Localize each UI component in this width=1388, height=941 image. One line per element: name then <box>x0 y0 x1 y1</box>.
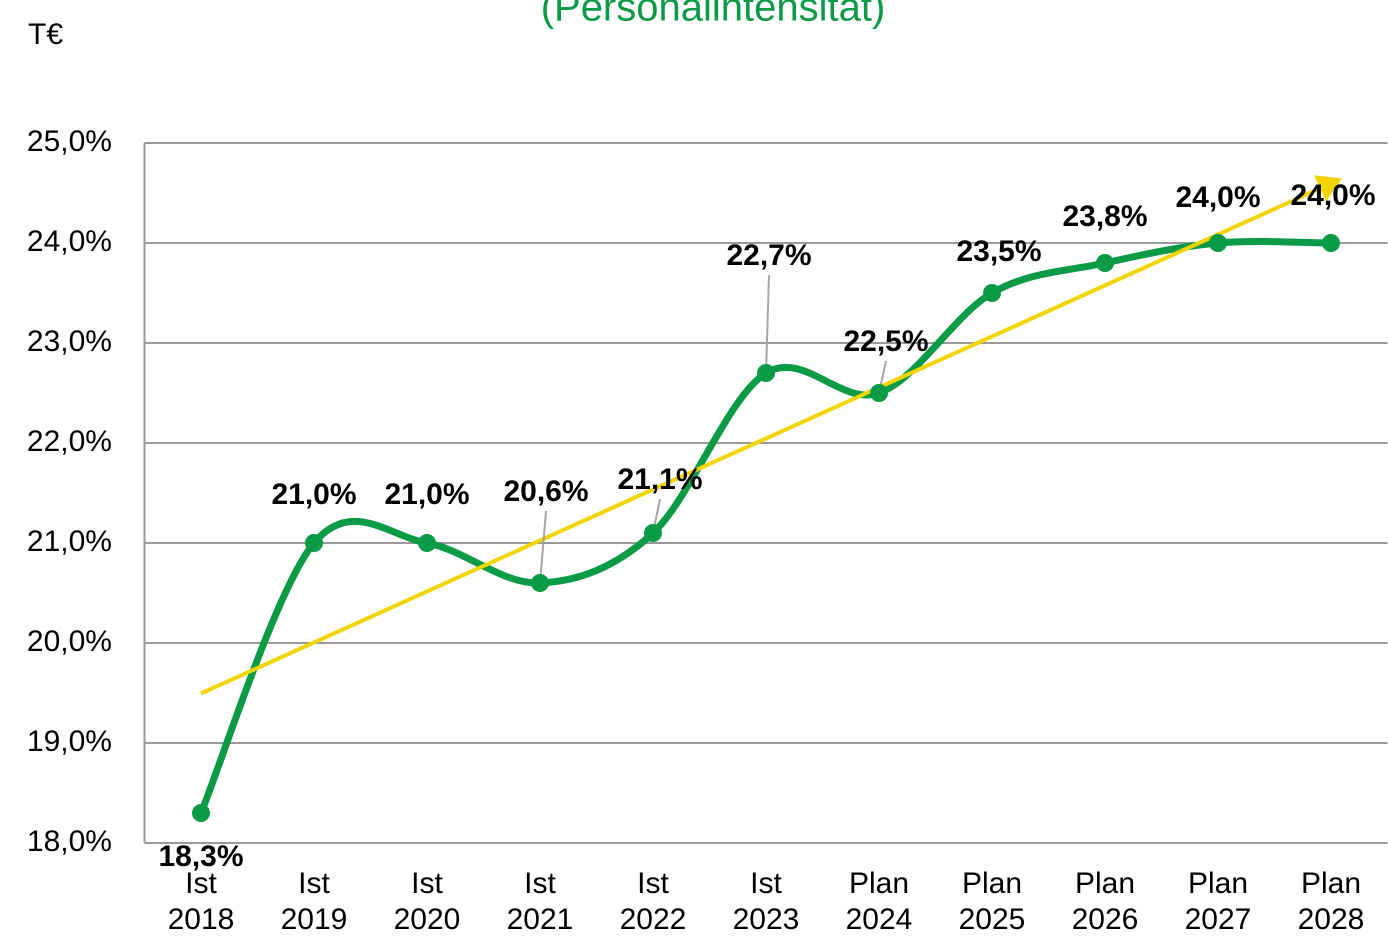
y-tick-label: 18,0% <box>27 825 112 858</box>
y-tick-label: 25,0% <box>27 125 112 158</box>
marker <box>531 574 549 592</box>
x-tick-label: Ist 2023 <box>732 867 800 936</box>
y-tick-label: 24,0% <box>27 225 112 258</box>
leader-line <box>539 510 547 584</box>
marker <box>305 534 323 552</box>
x-tick-label: Plan 2024 <box>845 867 913 936</box>
x-tick-label: Ist 2018 <box>167 867 235 936</box>
data-label: 21,0% <box>271 478 356 511</box>
x-tick-label: Ist 2019 <box>280 867 348 936</box>
data-label: 18,3% <box>158 840 243 873</box>
x-tick-label: Plan 2027 <box>1184 867 1252 936</box>
y-tick-label: 20,0% <box>27 625 112 658</box>
marker <box>1209 234 1227 252</box>
y-axis-label: T€ <box>28 18 63 51</box>
x-tick-label: Ist 2020 <box>393 867 461 936</box>
x-tick-label: Ist 2021 <box>506 867 574 936</box>
marker <box>418 534 436 552</box>
data-label: 24,0% <box>1175 181 1260 214</box>
y-tick-label: 19,0% <box>27 725 112 758</box>
marker <box>757 364 775 382</box>
data-label: 22,7% <box>726 239 811 272</box>
marker <box>983 284 1001 302</box>
marker <box>644 524 662 542</box>
data-label: 23,8% <box>1062 200 1147 233</box>
x-tick-label: Ist 2022 <box>619 867 687 936</box>
marker <box>1096 254 1114 272</box>
marker <box>192 804 210 822</box>
y-tick-label: 23,0% <box>27 325 112 358</box>
data-label: 24,0% <box>1290 179 1375 212</box>
trend-arrow <box>1314 175 1342 202</box>
x-tick-label: Plan 2028 <box>1297 867 1365 936</box>
x-tick-label: Plan 2026 <box>1071 867 1139 936</box>
trendline <box>200 181 1332 696</box>
line <box>197 238 1335 817</box>
data-label: 22,5% <box>843 325 928 358</box>
y-tick-label: 21,0% <box>27 525 112 558</box>
leader-line <box>765 274 770 374</box>
marker <box>1322 234 1340 252</box>
x-tick-label: Plan 2025 <box>958 867 1026 936</box>
data-label: 23,5% <box>956 235 1041 268</box>
data-label: 20,6% <box>503 475 588 508</box>
chart-title: (Personalintensität) <box>541 0 886 30</box>
y-tick-label: 22,0% <box>27 425 112 458</box>
data-label: 21,1% <box>617 463 702 496</box>
marker <box>870 384 888 402</box>
data-label: 21,0% <box>384 478 469 511</box>
